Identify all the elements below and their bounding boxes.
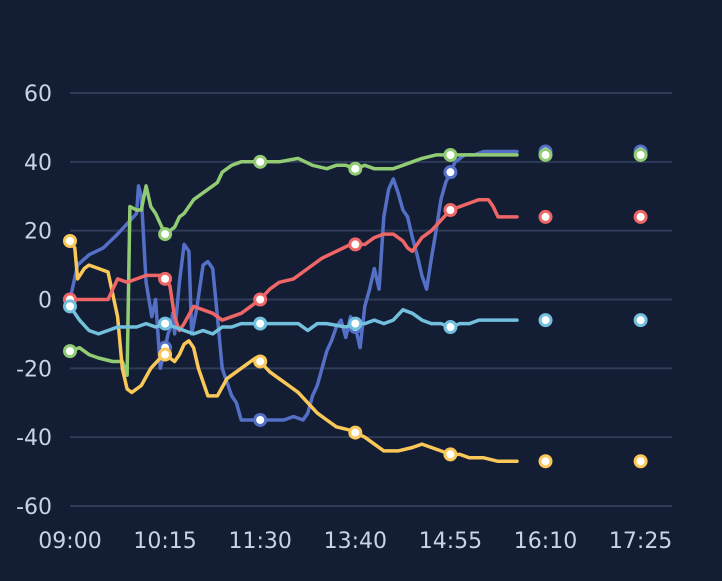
data-point[interactable]	[63, 299, 77, 314]
y-tick-label: 0	[38, 289, 52, 314]
x-tick-label: 10:15	[133, 529, 196, 554]
data-point[interactable]	[633, 209, 648, 224]
data-point[interactable]	[538, 147, 553, 162]
grid-layer	[70, 92, 672, 507]
x-tick-label: 11:30	[229, 529, 292, 554]
data-point[interactable]	[158, 347, 173, 362]
data-point[interactable]	[538, 313, 553, 328]
data-point[interactable]	[253, 316, 268, 331]
data-point[interactable]	[348, 237, 363, 252]
x-tick-label: 14:55	[419, 529, 482, 554]
x-tick-label: 16:10	[514, 529, 577, 554]
series-line	[68, 239, 519, 464]
data-point[interactable]	[443, 320, 458, 335]
series-5	[63, 299, 648, 336]
series-layer	[63, 144, 648, 469]
x-axis-ticks: 09:00 10:15 11:30 13:40 14:55 16:10 17:25	[38, 529, 672, 554]
data-point[interactable]	[633, 454, 648, 469]
series-2	[63, 147, 648, 377]
data-point[interactable]	[158, 316, 173, 331]
y-tick-label: 60	[24, 82, 52, 107]
y-tick-label: 40	[24, 151, 52, 176]
data-point[interactable]	[633, 147, 648, 162]
series-1	[63, 144, 648, 427]
data-point[interactable]	[443, 447, 458, 462]
y-tick-label: -40	[16, 426, 52, 451]
data-point[interactable]	[63, 344, 77, 359]
series-line	[68, 304, 519, 336]
series-line	[68, 149, 519, 422]
data-point[interactable]	[633, 313, 648, 328]
data-point[interactable]	[253, 154, 268, 169]
data-point[interactable]	[158, 271, 173, 286]
data-point[interactable]	[63, 233, 77, 248]
data-point[interactable]	[443, 147, 458, 162]
y-tick-label: 20	[24, 220, 52, 245]
data-point[interactable]	[158, 227, 173, 242]
data-point[interactable]	[538, 209, 553, 224]
data-point[interactable]	[538, 454, 553, 469]
data-point[interactable]	[253, 412, 268, 427]
series-line	[68, 153, 519, 377]
y-tick-label: -20	[16, 357, 52, 382]
data-point[interactable]	[348, 316, 363, 331]
y-axis-ticks: 60 40 20 0 -20 -40 -60	[16, 82, 52, 520]
x-tick-label: 17:25	[609, 529, 672, 554]
y-tick-label: -60	[16, 495, 52, 520]
data-point[interactable]	[253, 354, 268, 369]
data-point[interactable]	[443, 165, 458, 180]
data-point[interactable]	[348, 425, 363, 440]
series-3	[63, 233, 648, 469]
series-line	[68, 197, 519, 333]
series-4	[63, 197, 648, 333]
data-point[interactable]	[348, 161, 363, 176]
x-tick-label: 13:40	[324, 529, 387, 554]
data-point[interactable]	[443, 203, 458, 218]
data-point[interactable]	[253, 292, 268, 307]
x-tick-label: 09:00	[38, 529, 101, 554]
